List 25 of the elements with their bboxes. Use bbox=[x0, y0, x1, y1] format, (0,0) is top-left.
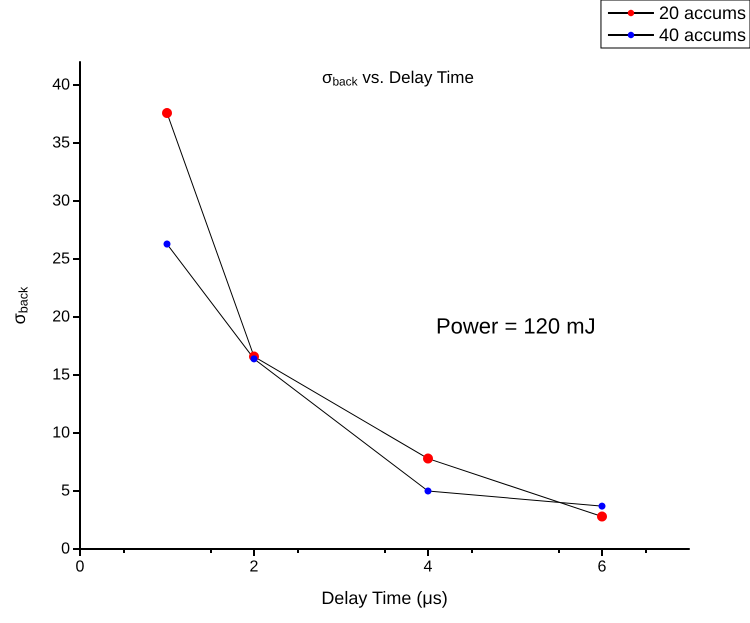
point bbox=[423, 454, 433, 464]
y-tick-label: 0 bbox=[61, 540, 70, 558]
x-axis-title: Delay Time (μs) bbox=[321, 588, 448, 608]
annotation: Power = 120 mJ bbox=[436, 314, 596, 338]
x-tick-label: 2 bbox=[250, 558, 259, 576]
y-tick-label: 30 bbox=[52, 192, 70, 210]
x-tick-label: 6 bbox=[598, 558, 607, 576]
point bbox=[424, 488, 432, 495]
point bbox=[164, 240, 170, 248]
x-tick-label: 4 bbox=[424, 558, 433, 576]
legend-label: 20 accums bbox=[658, 3, 746, 23]
y-tick-label: 35 bbox=[52, 134, 70, 152]
point bbox=[597, 512, 607, 522]
y-axis-title: σback bbox=[9, 286, 30, 324]
x-tick-label: 0 bbox=[76, 558, 85, 576]
y-tick-label: 40 bbox=[52, 76, 70, 94]
y-tick-label: 5 bbox=[61, 482, 70, 500]
point bbox=[162, 108, 172, 118]
y-tick-label: 15 bbox=[52, 366, 70, 384]
legend-label: 40 accums bbox=[658, 25, 746, 45]
point bbox=[598, 502, 606, 510]
point bbox=[250, 355, 258, 362]
y-tick-label: 20 bbox=[52, 308, 70, 326]
y-tick-label: 25 bbox=[52, 250, 70, 268]
y-tick-label: 10 bbox=[52, 424, 70, 442]
